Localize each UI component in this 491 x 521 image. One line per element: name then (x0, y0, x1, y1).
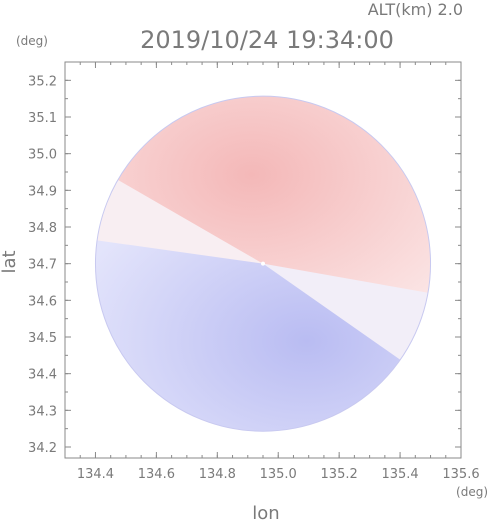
chart-title: 2019/10/24 19:34:00 (140, 26, 394, 54)
x-tick-label: 134.6 (138, 467, 175, 482)
zero-velocity-band-east (263, 263, 428, 360)
radar-site-marker (261, 261, 265, 266)
negative-velocity-region (95, 206, 421, 432)
y-tick-label: 34.4 (28, 368, 57, 383)
x-tick-label: 135.2 (321, 467, 358, 482)
y-tick-label: 35.0 (28, 148, 57, 163)
x-unit-label: (deg) (456, 485, 488, 499)
x-axis-label: lon (252, 503, 279, 521)
y-tick-label: 34.3 (28, 404, 57, 419)
radar-velocity-field (94, 95, 432, 432)
y-tick-label: 35.2 (28, 74, 57, 89)
x-tick-label: 135.6 (442, 467, 479, 482)
x-axis-ticks: 134.4 134.6 134.8 135.0 135.2 135.4 135.6 (64, 62, 480, 482)
zero-velocity-band-west (97, 179, 263, 264)
y-tick-label: 34.2 (28, 441, 57, 456)
y-axis-ticks: 34.2 34.3 34.4 34.5 34.6 34.7 34.8 34.9 35.0 35.1… (28, 61, 461, 456)
y-axis-label: lat (0, 250, 20, 273)
x-tick-label: 134.4 (77, 467, 114, 482)
positive-velocity-region (105, 96, 431, 321)
y-tick-label: 34.5 (28, 331, 57, 346)
y-tick-label: 34.7 (28, 258, 57, 273)
altitude-label: ALT(km) 2.0 (368, 0, 463, 19)
x-tick-label: 134.8 (199, 467, 236, 482)
y-tick-label: 34.8 (28, 221, 57, 236)
radar-range-ring (94, 95, 432, 432)
y-tick-label: 35.1 (28, 111, 57, 126)
x-tick-label: 135.4 (381, 467, 418, 482)
x-tick-label: 135.0 (260, 467, 297, 482)
y-tick-label: 34.9 (28, 184, 57, 199)
y-unit-label: (deg) (16, 34, 48, 48)
y-tick-label: 34.6 (28, 294, 57, 309)
